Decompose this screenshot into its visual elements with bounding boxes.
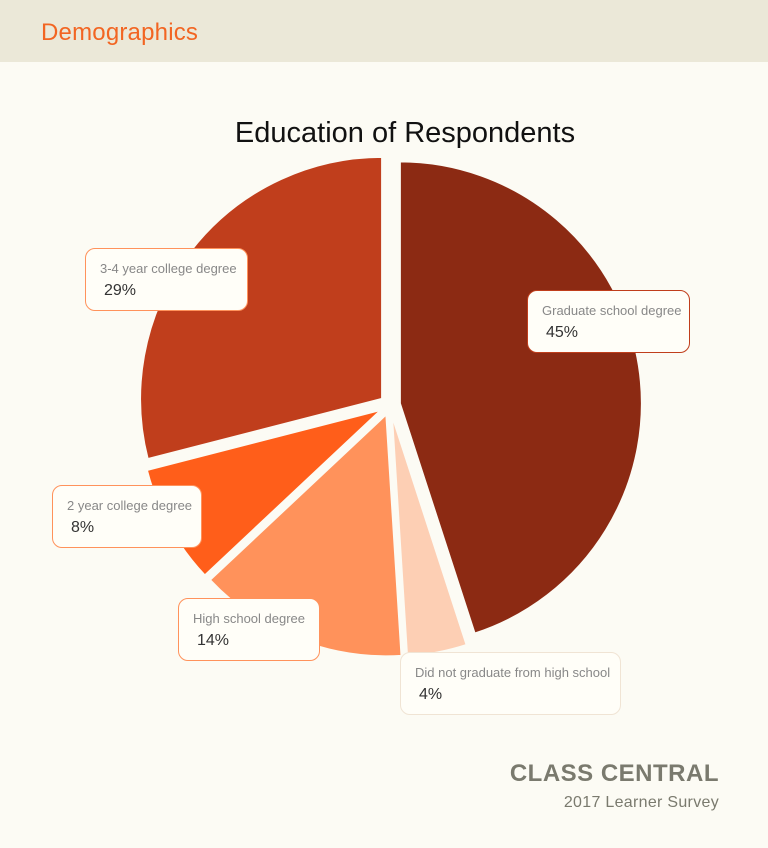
section-title: Demographics: [41, 19, 199, 46]
slice-label-name: 2 year college degree: [67, 498, 193, 513]
brand-logo: CLASS CENTRAL: [509, 760, 719, 787]
slice-label-name: 3-4 year college degree: [100, 261, 237, 276]
slice-label-value: 8%: [71, 519, 95, 536]
brand-subtitle: 2017 Learner Survey: [563, 794, 719, 811]
slice-label: Graduate school degree 45%: [527, 290, 690, 353]
slice-label-name: High school degree: [193, 611, 306, 626]
chart-title: Education of Respondents: [234, 117, 576, 149]
slice-label-value: 45%: [546, 324, 579, 341]
slice-label: Did not graduate from high school 4%: [400, 652, 621, 715]
slice-label-value: 14%: [197, 632, 230, 649]
slice-label: High school degree 14%: [178, 598, 320, 661]
slice-label-name: Did not graduate from high school: [415, 665, 611, 680]
header-bar: Demographics: [0, 0, 768, 62]
brand-block: CLASS CENTRAL 2017 Learner Survey: [510, 760, 719, 812]
slice-label-value: 29%: [104, 282, 137, 299]
slice-label: 2 year college degree 8%: [52, 485, 202, 548]
pie-slice-graduate-school-degree: [398, 160, 643, 635]
slice-label-name: Graduate school degree: [542, 303, 682, 318]
slice-label-value: 4%: [419, 686, 443, 703]
slice-label: 3-4 year college degree 29%: [85, 248, 248, 311]
